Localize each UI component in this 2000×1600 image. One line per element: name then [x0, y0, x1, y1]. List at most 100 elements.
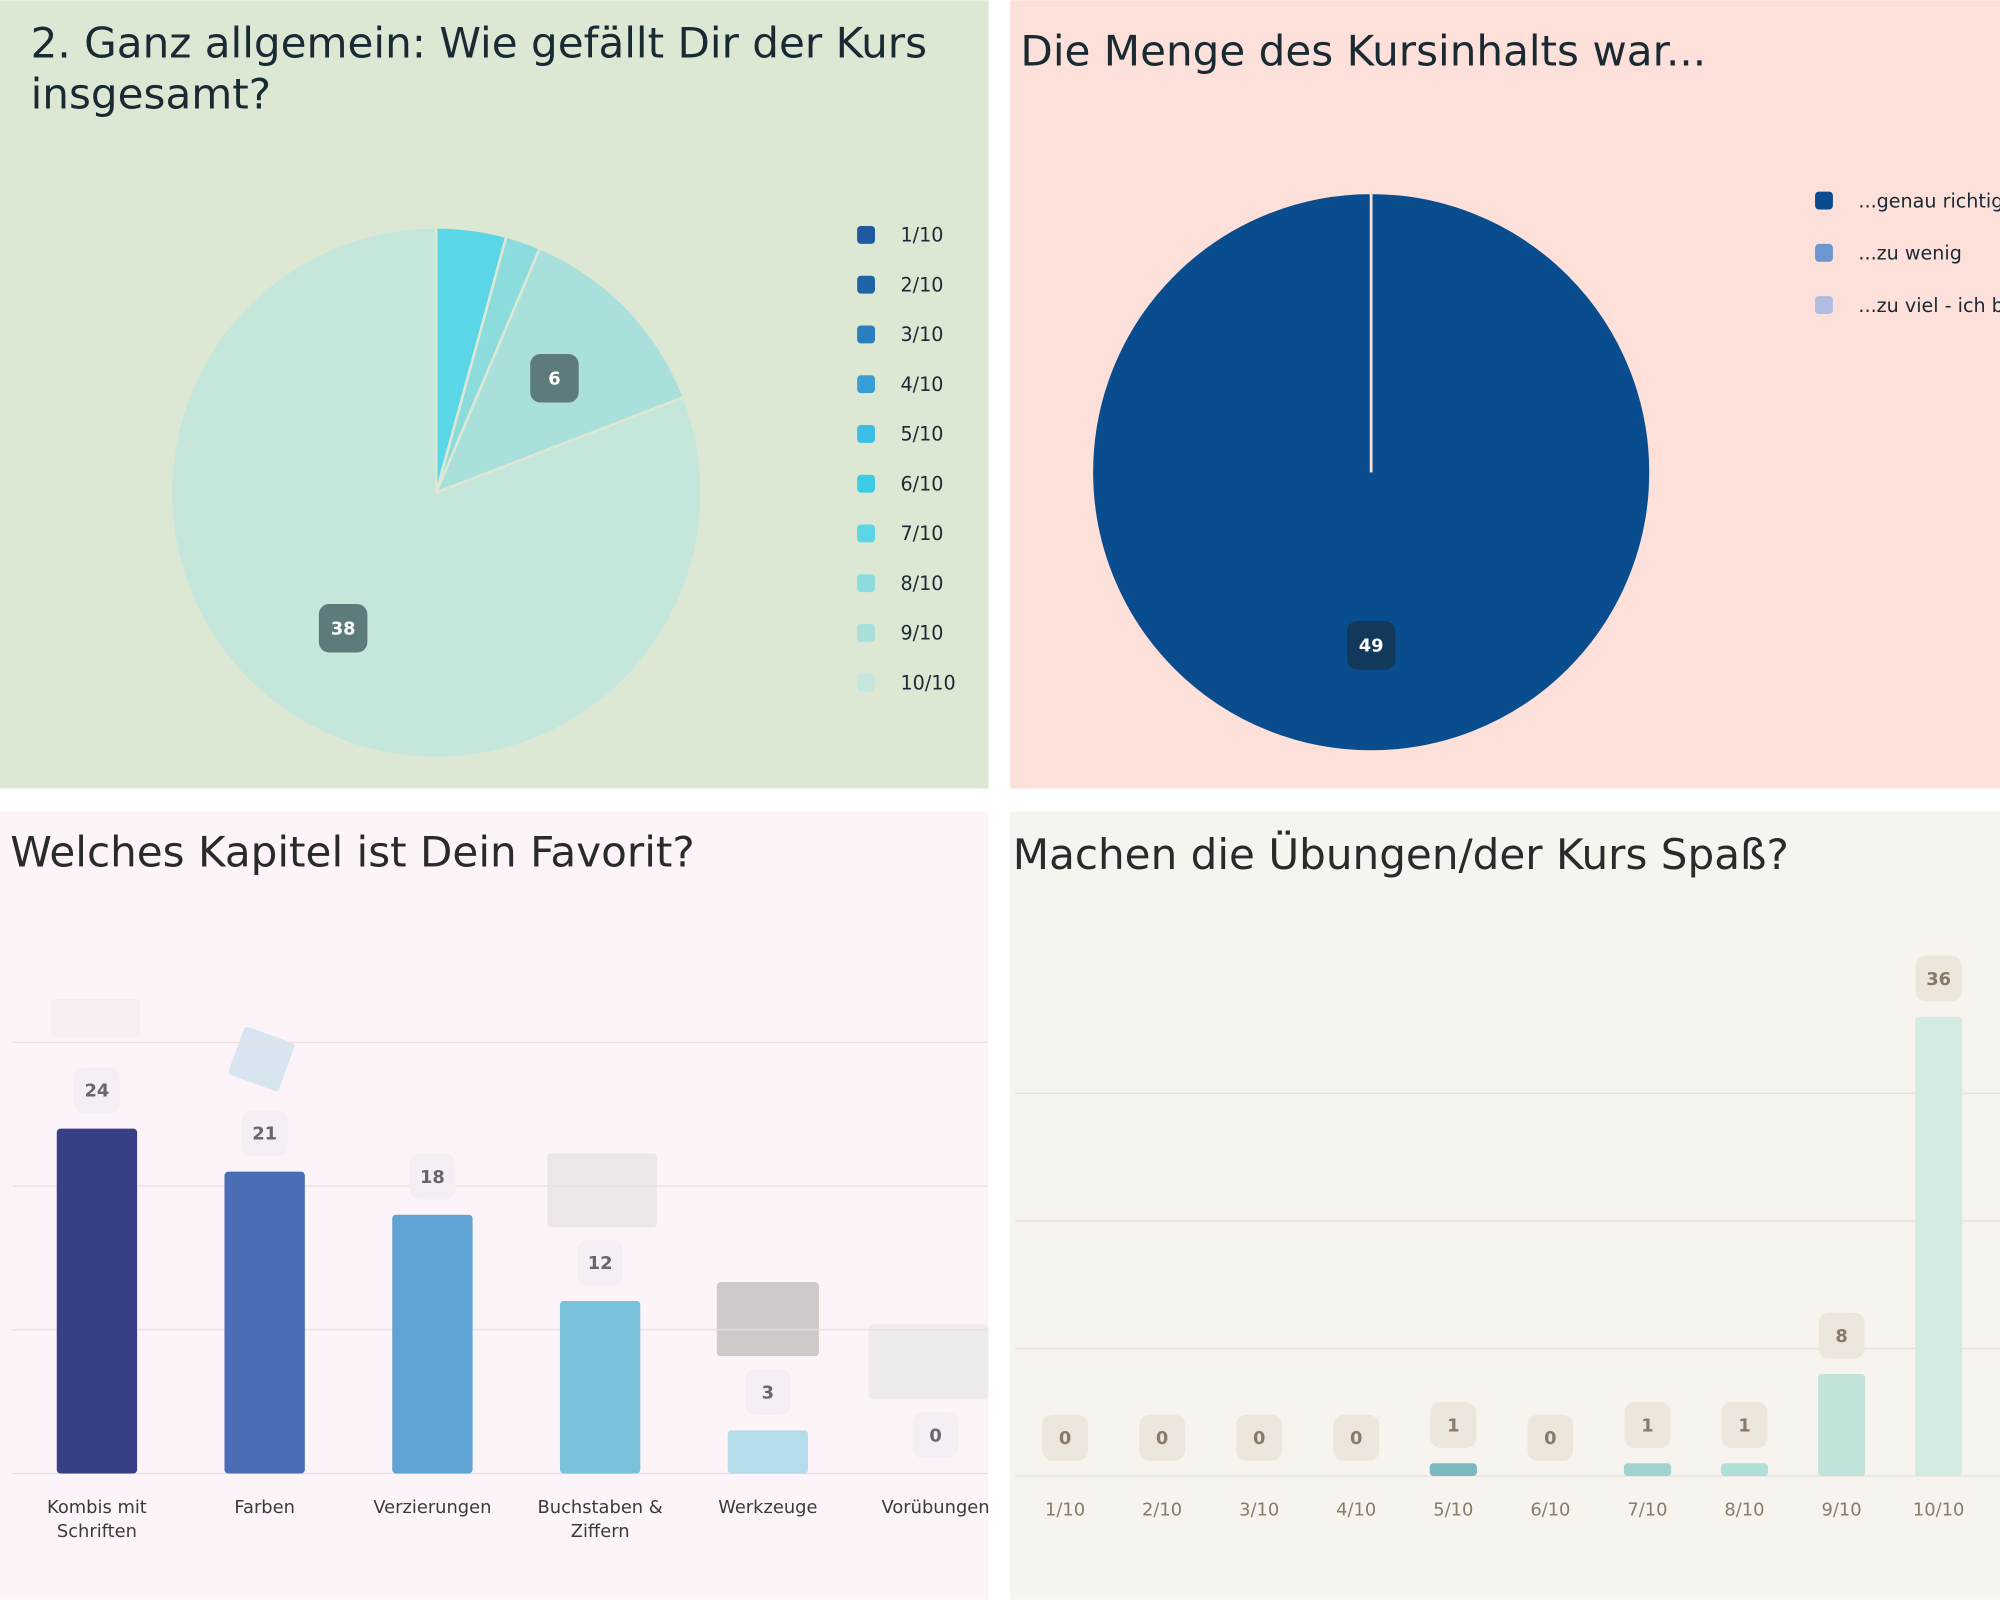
legend-swatch [857, 226, 875, 244]
data-label-box [318, 603, 368, 653]
bar [224, 1171, 305, 1474]
data-label-box [409, 1153, 456, 1200]
legend-swatch [857, 623, 875, 642]
x-tick-label: Buchstaben & Ziffern [537, 1497, 663, 1543]
data-label-box [1624, 1402, 1671, 1448]
chart: Die Menge des Kursinhalts war... 49 ...gen… [1020, 25, 2000, 753]
x-tick-label-box: Werkzeuge [718, 1497, 818, 1519]
chart-title: Welches Kapitel ist Dein Favorit? [10, 826, 695, 877]
data-label-box [530, 354, 579, 403]
x-tick-label-box: 2/10 [1142, 1500, 1183, 1521]
x-tick-label-box: 3/10 [1239, 1500, 1279, 1520]
data-label: 0 [1059, 1428, 1071, 1449]
data-label-box [577, 1239, 624, 1286]
data-label-box [1236, 1414, 1283, 1461]
pie-slice [169, 226, 703, 760]
data-label: 21 [252, 1124, 277, 1145]
data-label: 1 [1738, 1415, 1750, 1436]
legend-swatch [857, 375, 875, 394]
legend-label: 5/10 [901, 423, 944, 446]
thumbnail [51, 998, 141, 1038]
data-label: 3 [762, 1382, 774, 1403]
x-tick-label: 8/10 [1724, 1500, 1765, 1521]
x-tick-label-box: Farben [234, 1497, 295, 1519]
panel [0, 811, 989, 1600]
x-tick-label-box: 8/10 [1724, 1500, 1765, 1521]
chart-title-box: Die Menge des Kursinhalts war... [1020, 25, 1707, 76]
legend-swatch [1815, 243, 1833, 262]
data-label: 38 [331, 618, 356, 639]
data-label: 18 [420, 1167, 445, 1188]
data-label: 0 [929, 1425, 941, 1446]
chart-title-box: 2. Ganz allgemein: Wie gefällt Dir der K… [30, 18, 928, 119]
data-label: 1 [1641, 1415, 1653, 1436]
bar [727, 1430, 809, 1474]
legend-swatch [1815, 191, 1833, 210]
legend-swatch [857, 474, 875, 493]
legend-label: ...zu wenig [1858, 242, 1961, 265]
data-label: 8 [1835, 1326, 1847, 1347]
data-label: 36 [1926, 969, 1951, 990]
thumbnail [547, 1153, 657, 1228]
thumbnails [51, 998, 989, 1400]
x-tick-label: 2/10 [1142, 1500, 1183, 1521]
x-tick-label-box: Vorübungen [881, 1497, 990, 1519]
legend-swatch [857, 425, 875, 443]
x-tick-label-box: Verzierungen [373, 1498, 491, 1518]
bar [1623, 1463, 1672, 1477]
chart: 2. Ganz allgemein: Wie gefällt Dir der K… [30, 18, 956, 760]
x-tick-label: 1/10 [1044, 1500, 1086, 1521]
legend-label: 6/10 [901, 472, 944, 495]
data-label: 24 [85, 1081, 110, 1102]
x-tick-label: 9/10 [1821, 1500, 1862, 1521]
x-tick-label-box: 4/10 [1336, 1500, 1377, 1521]
x-tick-label-box: 6/10 [1530, 1500, 1571, 1521]
data-label: 0 [1156, 1428, 1168, 1449]
x-tick-label-box: 7/10 [1627, 1500, 1668, 1521]
thumbnail [716, 1282, 819, 1357]
chart-title: Machen die Übungen/der Kurs Spaß? [1012, 829, 1789, 880]
chart-title: Die Menge des Kursinhalts war... [1020, 25, 1707, 76]
chart-title-box: Machen die Übungen/der Kurs Spaß? [1012, 829, 1789, 880]
legend-label: 1/10 [901, 224, 944, 247]
data-label: 1 [1447, 1415, 1459, 1436]
x-tick-label-box: Kombis mit Schriften [47, 1498, 147, 1543]
data-label-box [1139, 1414, 1186, 1461]
legend-label: 10/10 [901, 671, 956, 694]
chart: Machen die Übungen/der Kurs Spaß? 0 1/10 0 2… [1012, 829, 2000, 1521]
x-tick-label: 6/10 [1530, 1500, 1571, 1521]
x-tick-label: 5/10 [1433, 1500, 1474, 1521]
data-label-box [912, 1412, 959, 1459]
x-tick-label-box: 5/10 [1433, 1500, 1474, 1521]
chart-title: 2. Ganz allgemein: Wie gefällt Dir der K… [30, 18, 928, 119]
data-label: 12 [588, 1253, 613, 1274]
data-label-box [1915, 955, 1962, 1002]
x-tick-label: Werkzeuge [718, 1497, 818, 1519]
legend-label: 2/10 [901, 273, 944, 296]
data-label-box [1721, 1402, 1768, 1448]
chart: Welches Kapitel ist Dein Favorit? 24 Kombi… [10, 826, 990, 1543]
x-tick-label-box: 9/10 [1821, 1500, 1862, 1521]
legend-label: 3/10 [901, 323, 944, 346]
bar [392, 1214, 473, 1474]
bar [1915, 1016, 1963, 1477]
legend-label: 9/10 [901, 622, 944, 645]
legend-label: 4/10 [901, 373, 944, 396]
bar [56, 1128, 138, 1474]
thumbnail [868, 1324, 989, 1400]
x-tick-label: Farben [234, 1497, 295, 1519]
x-tick-label: Vorübungen [881, 1497, 990, 1519]
data-label-box [1042, 1414, 1089, 1461]
x-tick-label-box: 1/10 [1044, 1500, 1086, 1521]
legend-swatch [857, 574, 875, 593]
legend-label: 7/10 [901, 522, 944, 545]
data-label-box [744, 1369, 791, 1416]
x-tick-label-box: Buchstaben & Ziffern [537, 1497, 663, 1543]
x-tick-label: 4/10 [1336, 1500, 1377, 1521]
x-tick-label: 7/10 [1627, 1500, 1668, 1521]
legend-label: ...zu viel - ich be [1858, 294, 2000, 317]
data-label: 0 [1253, 1428, 1265, 1449]
legend-label: 8/10 [901, 572, 944, 595]
